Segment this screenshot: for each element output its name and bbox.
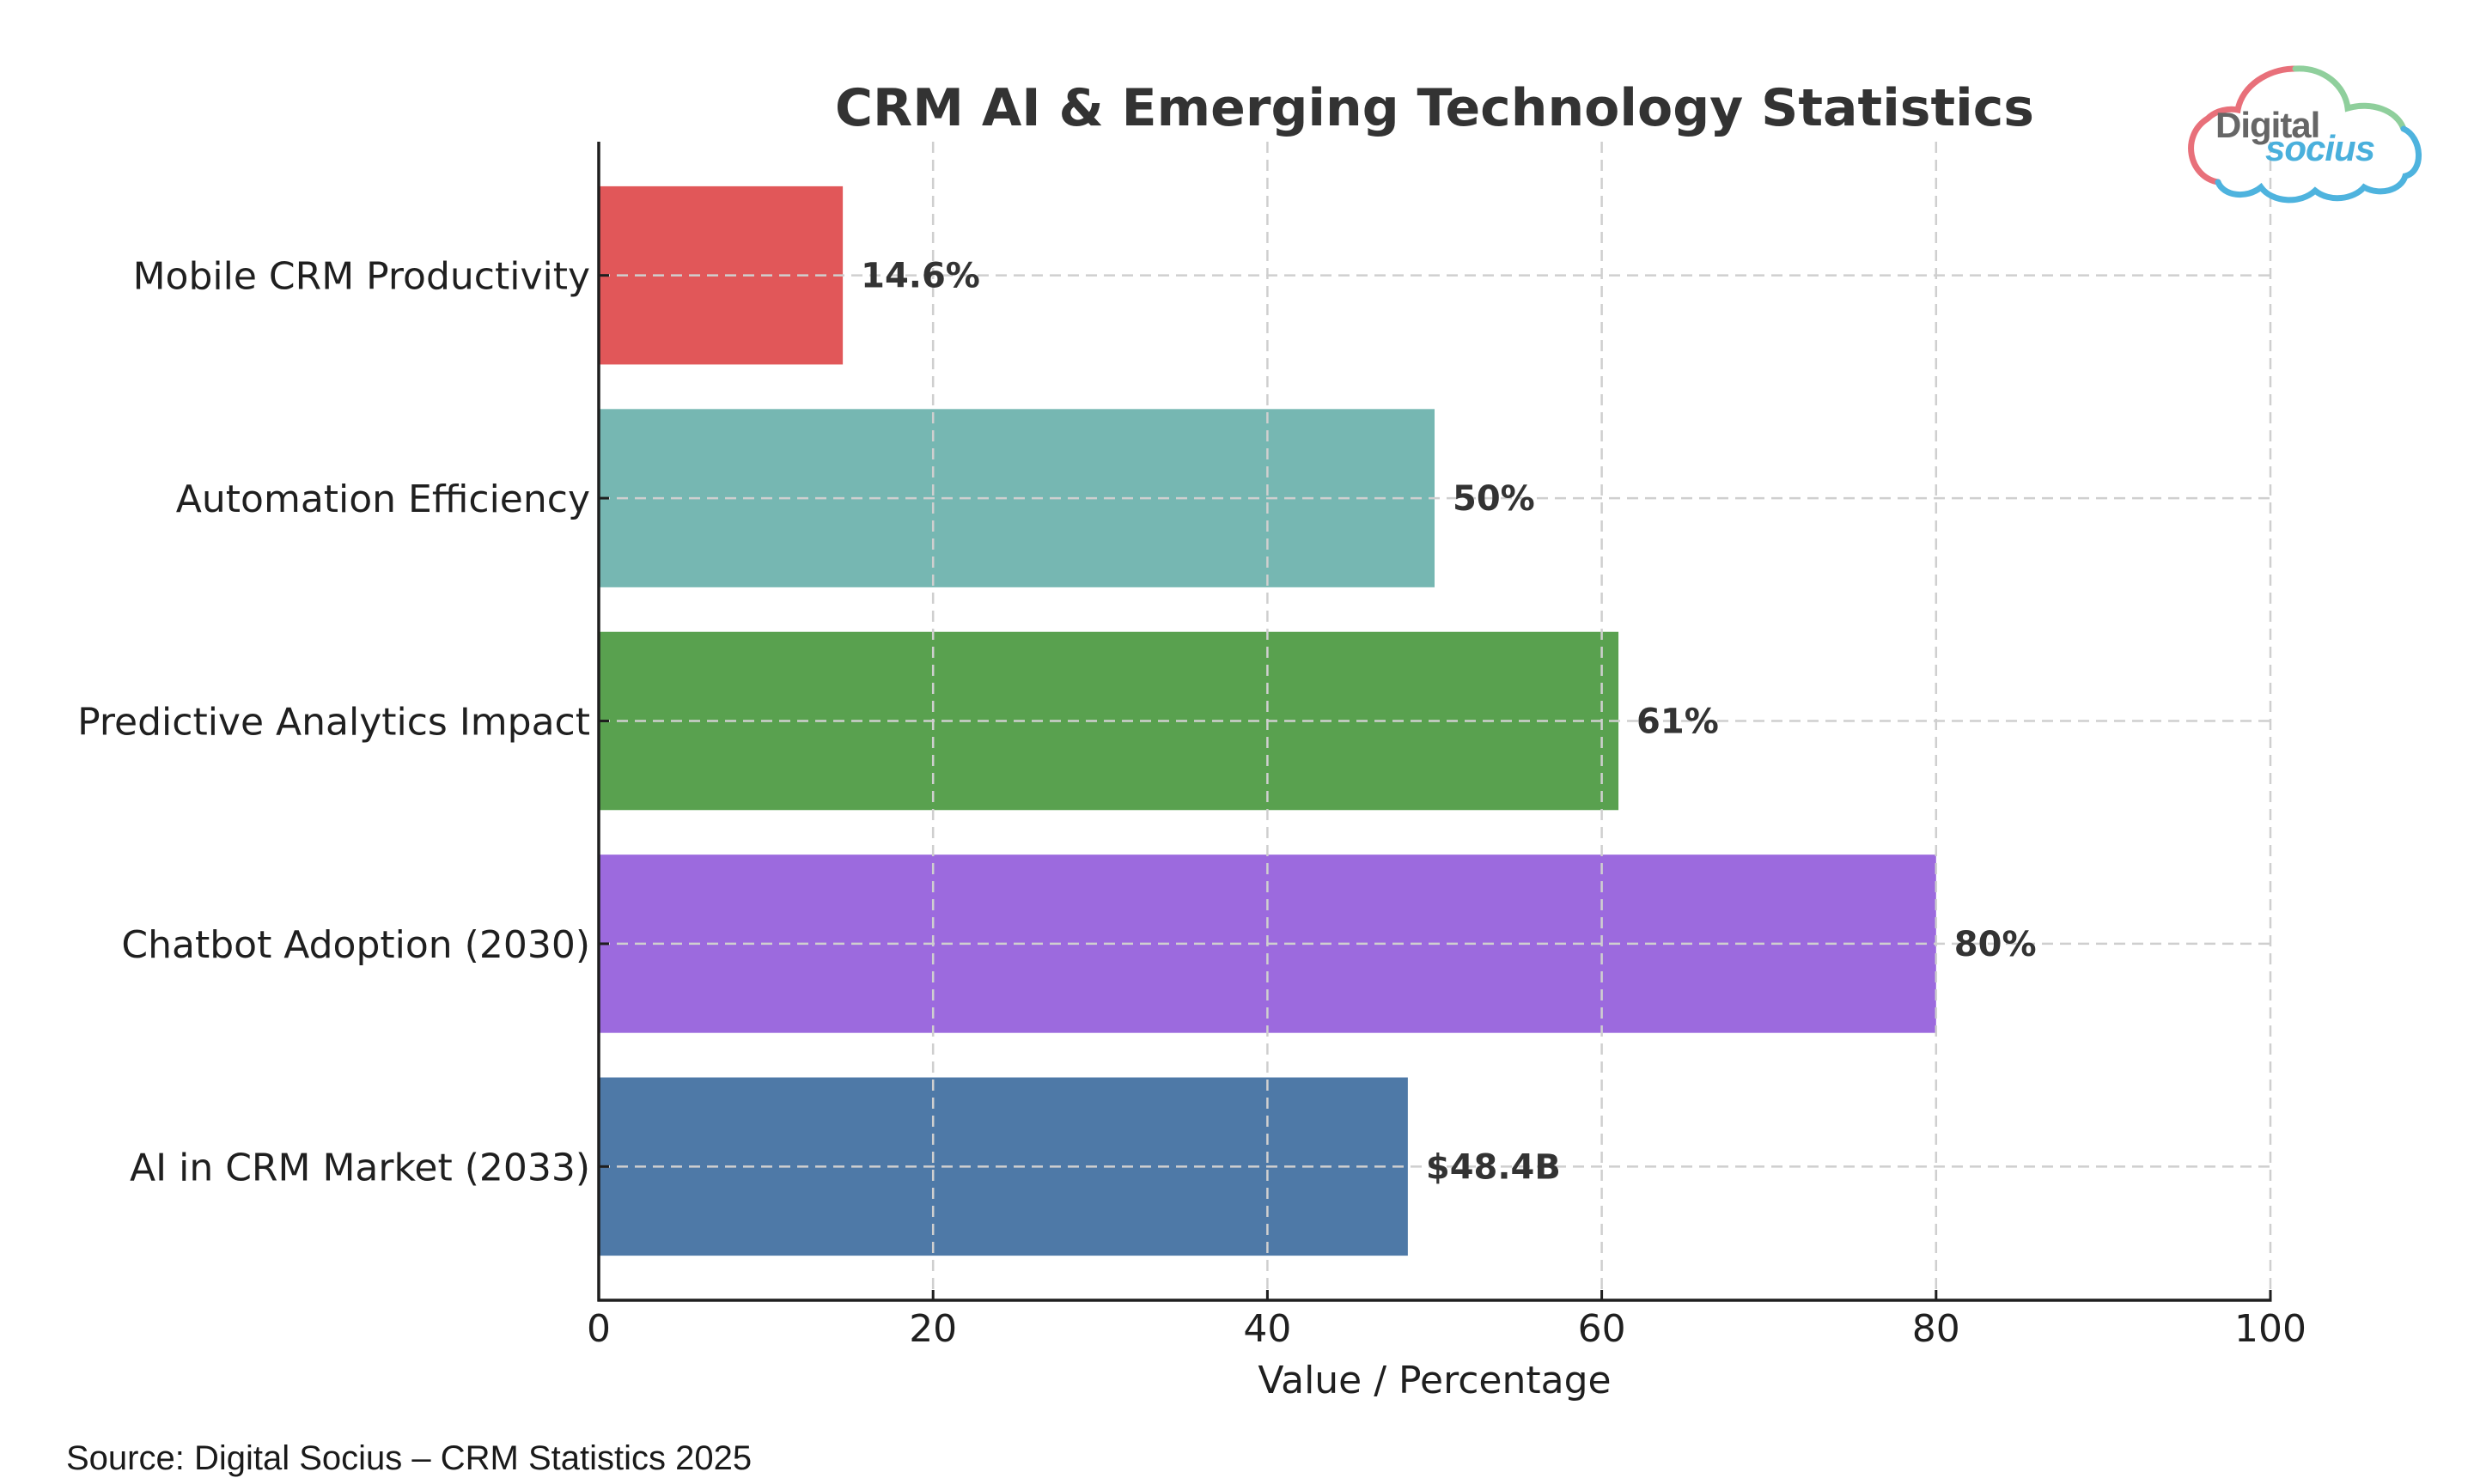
value-label: $48.4B <box>1426 1147 1561 1187</box>
y-tick-label: AI in CRM Market (2033) <box>130 1146 590 1189</box>
y-tick-label: Mobile CRM Productivity <box>133 255 590 299</box>
digital-socius-logo: Digital socius <box>2188 65 2422 204</box>
logo-text-socius: socius <box>2265 128 2374 168</box>
x-tick-label: 20 <box>909 1307 957 1351</box>
y-ticks: AI in CRM Market (2033) Chatbot Adoption … <box>77 255 609 1189</box>
value-label: 14.6% <box>861 257 980 296</box>
y-tick-label: Predictive Analytics Impact <box>77 701 590 745</box>
value-label: 61% <box>1636 702 1719 742</box>
x-tick-label: 100 <box>2234 1307 2306 1351</box>
value-label: 80% <box>1954 925 2037 964</box>
x-tick-label: 40 <box>1243 1307 1291 1351</box>
y-tick-label: Chatbot Adoption (2030) <box>121 923 590 967</box>
logo-text-digital: Digital <box>2215 105 2319 145</box>
value-labels: $48.4B 80% 61% 50% 14.6% <box>861 257 2036 1188</box>
source-note: Source: Digital Socius – CRM Statistics … <box>66 1439 752 1477</box>
x-tick-label: 0 <box>587 1307 611 1351</box>
chart-title: CRM AI & Emerging Technology Statistics <box>835 78 2034 138</box>
y-tick-label: Automation Efficiency <box>176 477 590 521</box>
value-label: 50% <box>1453 479 1535 519</box>
cloud-icon <box>2188 65 2422 204</box>
x-ticks: 0 20 40 60 80 100 <box>587 1290 2306 1351</box>
x-tick-label: 80 <box>1912 1307 1960 1351</box>
gridlines <box>597 142 2272 1300</box>
x-tick-label: 60 <box>1578 1307 1626 1351</box>
x-axis-label: Value / Percentage <box>1258 1359 1611 1402</box>
